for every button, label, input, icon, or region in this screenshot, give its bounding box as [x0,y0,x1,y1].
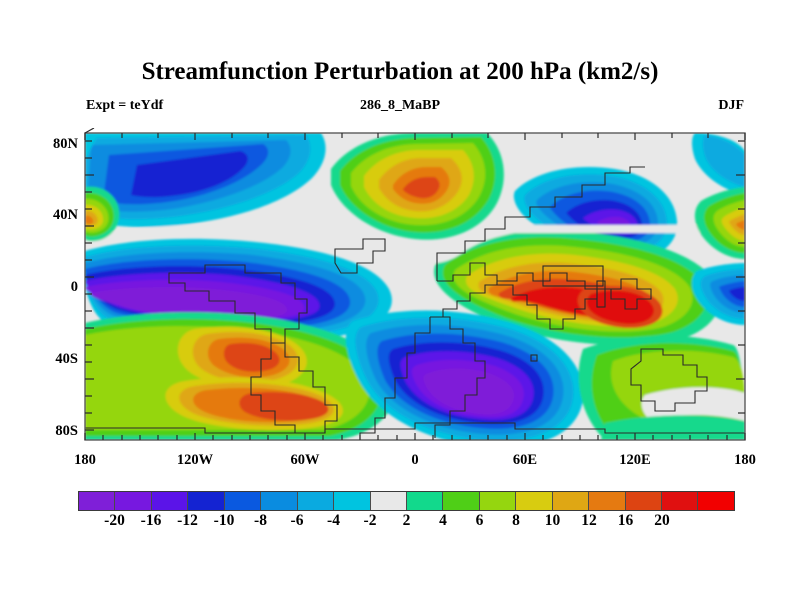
colorbar-band-10 [443,492,480,510]
y-axis-ticks-right [736,140,745,414]
coastlines [85,166,745,440]
x-axis-label-0: 0 [411,452,419,468]
colorbar-band-0 [79,492,116,510]
colorbar-tick-8: 8 [512,512,520,529]
colorbar-band-3 [188,492,225,510]
experiment-label: Expt = teYdf [86,98,164,113]
colorbar-tick--8: -8 [254,512,267,529]
x-axis-label-60w: 60W [290,452,320,468]
colorbar-tick--4: -4 [327,512,340,529]
x-axis-label-180e: 180 [734,452,756,468]
colorbar-band-5 [261,492,298,510]
colorbar-band-4 [224,492,262,510]
x-axis-ticks [84,433,746,440]
run-label: 286_8_MaBP [359,98,441,113]
season-label: DJF [718,98,744,113]
y-axis-label-80s: 80S [55,423,78,439]
colorbar-band-7 [334,492,371,510]
colorbar-band-9 [406,492,444,510]
page-title: Streamfunction Perturbation at 200 hPa (… [141,58,659,85]
contour-plot-area [85,133,745,440]
colorbar-band-11 [479,492,517,510]
colorbar-band-17 [698,492,734,510]
x-axis-label-60e: 60E [512,452,538,468]
colorbar-tick-labels: -20 -16 -12 -10 -8 -6 -4 -2 2 4 6 8 10 12 16 20 [78,512,735,534]
colorbar-tick--10: -10 [213,512,235,529]
y-axis-label-0: 0 [70,279,78,295]
contour-bands [85,133,745,440]
colorbar-band-1 [115,492,152,510]
colorbar-band-8 [370,492,407,510]
colorbar-tick--20: -20 [104,512,125,529]
colorbar-tick-16: 16 [617,512,634,529]
y-axis-label-40s: 40S [55,351,78,367]
y-axis-label-80n: 80N [53,136,78,152]
colorbar-band-13 [552,492,590,510]
colorbar-tick-6: 6 [475,512,484,529]
colorbar-band-6 [297,492,335,510]
contour-field [85,133,745,440]
colorbar-band-14 [589,492,626,510]
x-axis-label-120w: 120W [176,452,214,468]
colorbar-band-12 [516,492,553,510]
colorbar [78,491,735,511]
colorbar-tick--12: -12 [177,512,198,529]
colorbar-band-16 [662,492,699,510]
axes-frame [84,128,746,441]
colorbar-tick-10: 10 [544,512,561,529]
colorbar-tick-12: 12 [581,512,597,529]
colorbar-tick-2: 2 [402,512,411,529]
colorbar-tick--2: -2 [363,512,377,529]
y-axis-ticks [84,128,95,431]
colorbar-tick--6: -6 [290,512,304,529]
y-axis-label-40n: 40N [53,207,78,223]
colorbar-band-2 [151,492,189,510]
x-axis-ticks-top [84,133,746,140]
x-axis-label-180w: 180 [74,452,96,468]
colorbar-tick-4: 4 [439,512,447,529]
colorbar-band-15 [625,492,662,510]
x-axis-label-120e: 120E [619,452,651,468]
colorbar-tick-20: 20 [654,512,670,529]
colorbar-tick--16: -16 [140,512,162,529]
